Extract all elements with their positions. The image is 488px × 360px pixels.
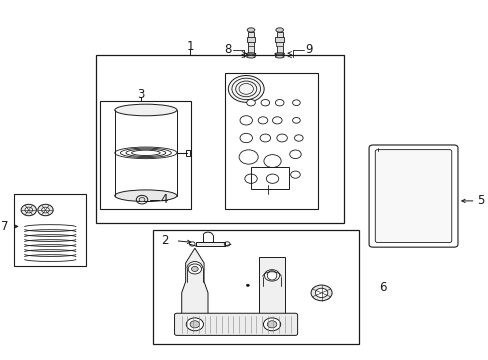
FancyBboxPatch shape [368,145,457,247]
Circle shape [25,207,33,213]
Ellipse shape [246,53,255,55]
Ellipse shape [247,28,254,32]
Circle shape [190,321,199,328]
Circle shape [261,99,269,106]
Circle shape [315,288,327,297]
Text: 2: 2 [161,234,168,247]
Text: 6: 6 [378,281,386,294]
Ellipse shape [275,55,284,58]
Text: 8: 8 [224,43,231,56]
Text: 5: 5 [476,194,483,207]
Bar [258,257,285,323]
Circle shape [290,171,300,178]
Circle shape [188,264,201,274]
Circle shape [292,117,300,123]
Circle shape [246,99,255,106]
Bar [96,55,344,223]
Bar [246,37,255,42]
Bar [276,42,283,46]
Circle shape [266,174,278,183]
Ellipse shape [246,55,255,58]
Bar [276,32,282,53]
Ellipse shape [274,53,284,55]
Ellipse shape [115,190,177,202]
Circle shape [267,321,276,328]
Circle shape [246,284,249,287]
Circle shape [310,285,331,301]
Polygon shape [182,248,207,323]
Circle shape [264,155,281,167]
Circle shape [276,134,287,142]
Text: 4: 4 [160,193,167,206]
Bar [153,230,358,344]
Ellipse shape [275,28,283,32]
FancyBboxPatch shape [174,313,297,336]
Circle shape [263,318,280,331]
Bar [185,150,190,156]
Text: 1: 1 [186,40,193,53]
Bar [100,102,191,208]
Circle shape [258,117,267,124]
Bar [275,37,284,42]
Ellipse shape [115,104,177,116]
Circle shape [191,266,198,271]
Bar [196,242,224,246]
Bar [224,73,317,208]
Circle shape [186,318,203,331]
Bar [250,167,289,189]
Ellipse shape [267,271,276,280]
FancyBboxPatch shape [374,150,451,243]
Ellipse shape [228,76,264,102]
Circle shape [38,204,53,216]
Bar [15,194,86,266]
Circle shape [275,99,284,106]
Bar [247,42,254,46]
Bar [247,32,253,53]
Circle shape [260,134,270,142]
Circle shape [292,100,300,105]
Circle shape [272,117,282,124]
Circle shape [289,150,301,158]
Circle shape [41,207,49,213]
Text: 3: 3 [137,89,145,102]
Circle shape [264,270,279,281]
Text: 7: 7 [1,220,9,233]
Circle shape [21,204,36,216]
Circle shape [240,133,252,143]
Circle shape [294,135,303,141]
Text: 9: 9 [305,43,312,56]
Circle shape [244,174,257,183]
Circle shape [239,150,258,164]
Circle shape [139,198,144,202]
Circle shape [240,116,252,125]
